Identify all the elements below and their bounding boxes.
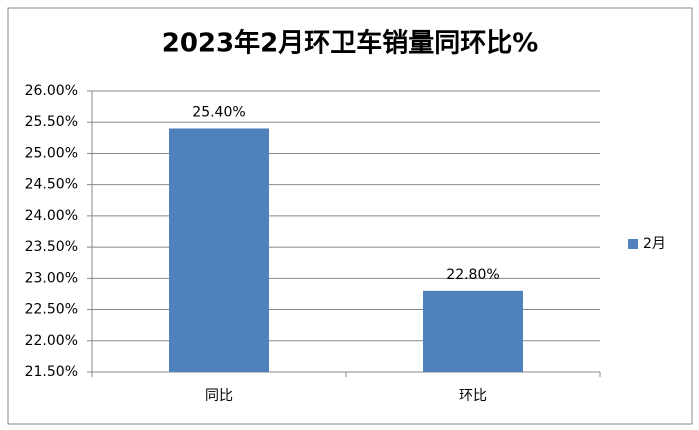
y-tick-label: 22.00% bbox=[25, 333, 78, 349]
y-tick-label: 23.00% bbox=[25, 270, 78, 286]
y-tick-label: 21.50% bbox=[25, 364, 78, 380]
y-tick-label: 23.50% bbox=[25, 239, 78, 255]
y-tick-label: 26.00% bbox=[25, 83, 78, 99]
bar bbox=[169, 128, 269, 372]
data-label: 25.40% bbox=[192, 104, 245, 120]
chart-title: 2023年2月环卫车销量同环比% bbox=[162, 28, 539, 59]
x-tick-label: 环比 bbox=[459, 388, 487, 404]
y-tick-label: 22.50% bbox=[25, 302, 78, 318]
y-tick-label: 24.50% bbox=[25, 177, 78, 193]
bar bbox=[423, 290, 523, 372]
y-tick-label: 24.00% bbox=[25, 208, 78, 224]
y-tick-label: 25.50% bbox=[25, 114, 78, 130]
y-tick-label: 25.00% bbox=[25, 145, 78, 161]
data-label: 22.80% bbox=[446, 267, 499, 283]
x-tick-label: 同比 bbox=[205, 388, 233, 404]
legend-label: 2月 bbox=[643, 236, 666, 252]
legend-swatch bbox=[628, 239, 638, 249]
